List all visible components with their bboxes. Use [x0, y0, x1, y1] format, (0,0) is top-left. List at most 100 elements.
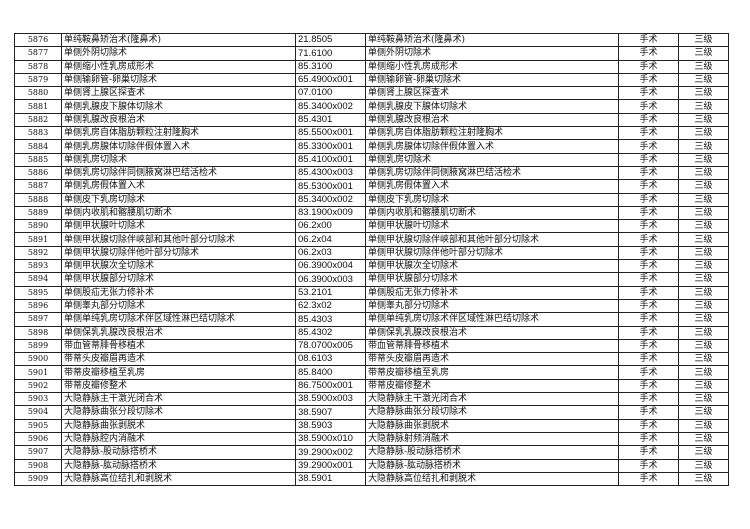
table-row: 5887 单侧乳房假体置入术 85.5300x001 单侧乳房假体置入术 手术 三级	[14, 179, 729, 194]
procedure-code-cell: 85.4300x003	[295, 165, 366, 181]
procedure-code-cell: 38.5901	[295, 471, 366, 487]
procedure-code-cell: 06.3900x003	[295, 272, 366, 287]
procedure-name-cell: 单侧乳腺改良根治术	[61, 112, 296, 128]
procedure-name-cell: 大隐静脉-股动脉搭桥术	[61, 445, 296, 460]
procedure-code-cell: 38.5900x010	[295, 431, 366, 447]
row-number-cell: 5893	[14, 259, 62, 274]
procedure-name-cell: 大隐静脉主干激光闭合术	[61, 392, 296, 407]
table-row: 5881 单侧乳腺皮下腺体切除术 85.3400x002 单侧乳腺皮下腺体切除术 手术三…	[14, 99, 729, 114]
level-cell: 三级	[678, 152, 729, 167]
procedure-name-cell: 大隐静脉曲张分段切除术	[61, 405, 296, 420]
row-number-cell: 5879	[14, 72, 62, 88]
procedure-name-mapped-cell: 单侧乳房假体置入术	[365, 179, 619, 194]
procedure-name-mapped-cell: 大隐静脉曲张剥脱术	[365, 418, 619, 433]
procedure-code-cell: 62.3x02	[295, 298, 366, 314]
table-row: 5901 带蒂皮瓣移植至乳房 85.8400 带蒂皮瓣移植至乳房 手术 三级	[14, 365, 729, 380]
level-cell: 三级	[678, 99, 729, 114]
category-cell: 手术	[618, 32, 679, 48]
procedure-name-cell: 大隐静脉曲张剥脱术	[61, 418, 296, 433]
row-number-cell: 5885	[14, 152, 62, 167]
level-cell: 三级	[678, 165, 729, 181]
procedure-name-cell: 单侧甲状腺次全切除术	[61, 259, 296, 274]
row-number-cell: 5888	[14, 192, 62, 207]
procedure-name-mapped-cell: 单侧乳腺改良根治术	[365, 112, 619, 128]
table-row: 5908 大隐静脉-肱动脉搭桥术 39.2900x001 大隐静脉-肱动脉搭桥术 手术三…	[14, 458, 729, 473]
procedure-code-cell: 85.4302	[295, 325, 366, 340]
procedure-name-cell: 单侧内收肌和髂腰肌切断术	[61, 205, 296, 221]
category-cell: 手术	[618, 152, 679, 167]
row-number-cell: 5882	[14, 112, 62, 128]
category-cell: 手术	[618, 378, 679, 394]
category-cell: 手术	[618, 86, 679, 101]
category-cell: 手术	[618, 139, 679, 154]
procedure-code-cell: 85.3300x001	[295, 139, 366, 154]
procedure-code-cell: 78.0700x005	[295, 338, 366, 354]
table-row: 5896 单侧睾丸部分切除术 62.3x02 单侧睾丸部分切除术 手术 三级	[14, 298, 729, 314]
row-number-cell: 5891	[14, 232, 62, 247]
category-cell: 手术	[618, 72, 679, 88]
procedure-code-cell: 06.3900x004	[295, 259, 366, 274]
row-number-cell: 5883	[14, 126, 62, 141]
procedure-name-cell: 带蒂皮瓣修整术	[61, 378, 296, 394]
category-cell: 手术	[618, 418, 679, 433]
level-cell: 三级	[678, 405, 729, 420]
row-number-cell: 5892	[14, 245, 62, 261]
category-cell: 手术	[618, 458, 679, 473]
level-cell: 三级	[678, 192, 729, 207]
level-cell: 三级	[678, 232, 729, 247]
procedure-name-cell: 单侧缩小性乳房成形术	[61, 59, 296, 74]
procedure-code-cell: 85.3100	[295, 59, 366, 74]
procedure-name-cell: 单侧乳房切除伴同侧腋窝淋巴结活检术	[61, 165, 296, 181]
level-cell: 三级	[678, 219, 729, 234]
category-cell: 手术	[618, 126, 679, 141]
procedure-code-cell: 85.4301	[295, 112, 366, 128]
level-cell: 三级	[678, 458, 729, 473]
category-cell: 手术	[618, 405, 679, 420]
procedure-name-cell: 单侧甲状腺部分切除术	[61, 272, 296, 287]
procedure-code-cell: 85.5500x001	[295, 126, 366, 141]
level-cell: 三级	[678, 298, 729, 314]
row-number-cell: 5904	[14, 405, 62, 420]
procedure-name-cell: 单侧单纯乳房切除术伴区域性淋巴结切除术	[61, 312, 296, 327]
table-row: 5907 大隐静脉-股动脉搭桥术 39.2900x002 大隐静脉-股动脉搭桥术 手术三…	[14, 445, 729, 460]
category-cell: 手术	[618, 179, 679, 194]
procedure-name-mapped-cell: 大隐静脉-股动脉搭桥术	[365, 445, 619, 460]
table-row: 5903 大隐静脉主干激光闭合术 38.5900x003 大隐静脉主干激光闭合术 手术三…	[14, 392, 729, 407]
row-number-cell: 5878	[14, 59, 62, 74]
level-cell: 三级	[678, 112, 729, 128]
table-row: 5879 单侧输卵管-卵巢切除术 65.4900x001 单侧输卵管-卵巢切除术 手术三…	[14, 72, 729, 88]
procedure-code-cell: 07.0100	[295, 86, 366, 101]
row-number-cell: 5876	[14, 32, 62, 48]
table-row: 5899 带血管蒂腓骨移植术 78.0700x005 带血管蒂腓骨移植术 手术 三级	[14, 338, 729, 354]
table-row: 5889 单侧内收肌和髂腰肌切断术 83.1900x009 单侧内收肌和髂腰肌切断术手…	[14, 205, 729, 221]
level-cell: 三级	[678, 126, 729, 141]
table-row: 5898 单侧保乳乳腺改良根治术 85.4302 单侧保乳乳腺改良根治术 手术 三级	[14, 325, 729, 340]
procedure-name-cell: 大隐静脉腔内消融术	[61, 431, 296, 447]
category-cell: 手术	[618, 338, 679, 354]
category-cell: 手术	[618, 298, 679, 314]
row-number-cell: 5900	[14, 352, 62, 367]
procedure-name-mapped-cell: 单侧单纯乳房切除术伴区域性淋巴结切除术	[365, 312, 619, 327]
procedure-code-cell: 85.3400x002	[295, 99, 366, 114]
level-cell: 三级	[678, 338, 729, 354]
procedure-name-mapped-cell: 大隐静脉主干激光闭合术	[365, 392, 619, 407]
procedure-name-cell: 单侧乳腺皮下腺体切除术	[61, 99, 296, 114]
category-cell: 手术	[618, 232, 679, 247]
category-cell: 手术	[618, 445, 679, 460]
procedure-name-mapped-cell: 单侧皮下乳房切除术	[365, 192, 619, 207]
level-cell: 三级	[678, 46, 729, 61]
procedure-name-mapped-cell: 带蒂皮瓣移植至乳房	[365, 365, 619, 380]
procedure-code-cell: 65.4900x001	[295, 72, 366, 88]
procedure-table: 5876 单纯鞍鼻矫治术(隆鼻术) 21.8505 单纯鞍鼻矫治术(隆鼻术) 手术 三级 5…	[14, 32, 729, 487]
row-number-cell: 5886	[14, 165, 62, 181]
category-cell: 手术	[618, 192, 679, 207]
procedure-code-cell: 06.2x00	[295, 219, 366, 234]
procedure-code-cell: 71.6100	[295, 46, 366, 61]
procedure-name-mapped-cell: 单纯鞍鼻矫治术(隆鼻术)	[365, 32, 619, 48]
level-cell: 三级	[678, 445, 729, 460]
procedure-name-cell: 大隐静脉高位结扎和剥脱术	[61, 471, 296, 487]
table-row: 5895 单侧股疝无张力修补术 53.2101 单侧股疝无张力修补术 手术 三级	[14, 285, 729, 300]
procedure-code-cell: 85.8400	[295, 365, 366, 380]
procedure-name-mapped-cell: 单侧外阴切除术	[365, 46, 619, 61]
row-number-cell: 5880	[14, 86, 62, 101]
